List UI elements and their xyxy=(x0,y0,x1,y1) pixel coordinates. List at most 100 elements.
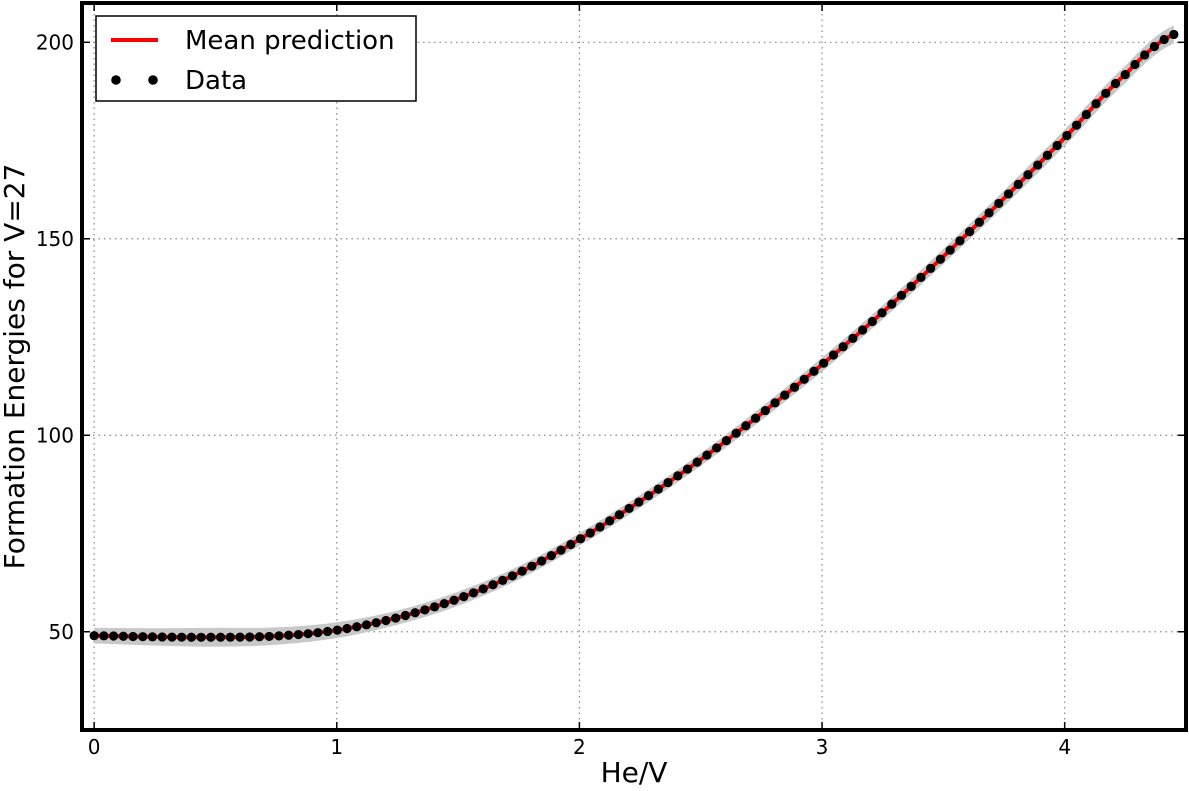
data-point xyxy=(731,428,741,438)
data-point xyxy=(254,632,265,642)
data-point xyxy=(1110,78,1121,89)
data-point xyxy=(809,366,819,376)
legend-data-dot xyxy=(148,75,158,85)
data-point xyxy=(624,503,634,514)
data-point xyxy=(1159,34,1169,45)
legend-data-dot xyxy=(111,75,121,85)
data-point xyxy=(498,575,508,585)
data-point xyxy=(712,443,722,453)
data-point xyxy=(459,592,469,602)
data-point xyxy=(536,556,547,566)
data-point xyxy=(984,208,994,218)
data-point xyxy=(692,457,702,467)
legend-swatch-data xyxy=(111,75,158,85)
data-point xyxy=(605,516,615,526)
data-point xyxy=(352,622,362,632)
data-point xyxy=(89,631,99,641)
data-point xyxy=(838,342,848,352)
data-point xyxy=(429,602,440,612)
data-point xyxy=(99,631,109,641)
data-point xyxy=(1120,70,1130,80)
data-point xyxy=(848,333,858,343)
data-point xyxy=(887,299,897,309)
data-point xyxy=(468,588,479,598)
data-point xyxy=(780,390,790,400)
data-point xyxy=(546,551,556,561)
grid-lines xyxy=(82,3,1186,730)
data-point xyxy=(400,610,411,621)
data-point xyxy=(721,436,732,446)
plot-frame xyxy=(80,1,1188,732)
data-point xyxy=(575,534,586,544)
data-point xyxy=(916,272,926,283)
data-point xyxy=(245,632,255,642)
x-tick-label: 0 xyxy=(88,735,101,759)
legend-label-data: Data xyxy=(185,66,247,96)
data-point xyxy=(274,631,284,641)
data-point xyxy=(741,421,751,431)
data-point xyxy=(206,632,216,642)
data-point xyxy=(439,599,449,609)
data-point xyxy=(1052,140,1062,151)
data-point xyxy=(147,632,158,642)
data-point xyxy=(1042,150,1053,160)
data-point xyxy=(653,484,663,494)
data-point xyxy=(284,630,294,640)
data-point xyxy=(507,571,518,581)
data-point xyxy=(945,245,955,255)
data-point xyxy=(614,510,625,520)
data-point xyxy=(1149,41,1160,52)
data-point xyxy=(634,497,644,507)
data-point xyxy=(478,584,488,594)
data-point xyxy=(264,631,274,642)
data-point xyxy=(789,382,800,392)
data-point xyxy=(108,631,119,641)
x-axis-title: He/V xyxy=(601,756,668,786)
data-point xyxy=(1081,109,1091,120)
y-tick-label: 100 xyxy=(36,423,74,447)
data-point xyxy=(595,522,605,532)
data-point xyxy=(556,545,566,555)
series-layer xyxy=(89,29,1179,642)
uncertainty-band-area xyxy=(94,25,1174,647)
data-point xyxy=(342,623,352,634)
data-point xyxy=(488,580,498,590)
data-point xyxy=(896,290,907,300)
data-point xyxy=(663,477,673,488)
data-point xyxy=(955,236,965,246)
data-point xyxy=(215,632,226,642)
data-point xyxy=(964,227,975,237)
data-point xyxy=(371,618,381,628)
data-point xyxy=(128,631,138,642)
data-point xyxy=(1003,189,1014,199)
data-point xyxy=(974,217,984,227)
legend-box xyxy=(95,15,417,102)
data-point xyxy=(673,471,683,481)
data-point xyxy=(167,632,177,642)
data-point xyxy=(877,308,887,318)
data-point xyxy=(926,263,936,273)
data-point xyxy=(682,464,693,474)
data-point xyxy=(138,632,148,642)
data-point xyxy=(935,254,946,264)
data-point xyxy=(332,625,342,635)
x-tick-label: 4 xyxy=(1058,735,1071,759)
data-point xyxy=(770,398,780,408)
data-point xyxy=(420,605,430,615)
data-point xyxy=(527,561,537,571)
data-point xyxy=(1169,29,1179,40)
data-point xyxy=(566,539,576,550)
data-point xyxy=(225,632,235,642)
x-tick-label: 1 xyxy=(330,735,343,759)
data-point xyxy=(760,405,770,416)
data-point xyxy=(828,350,839,360)
data-point xyxy=(313,628,323,638)
data-point xyxy=(867,316,877,327)
data-point xyxy=(750,413,761,423)
y-tick-label: 50 xyxy=(49,620,74,644)
data-point xyxy=(1033,160,1043,170)
data-point xyxy=(322,626,333,637)
data-point xyxy=(643,491,654,501)
data-point xyxy=(1140,50,1150,60)
